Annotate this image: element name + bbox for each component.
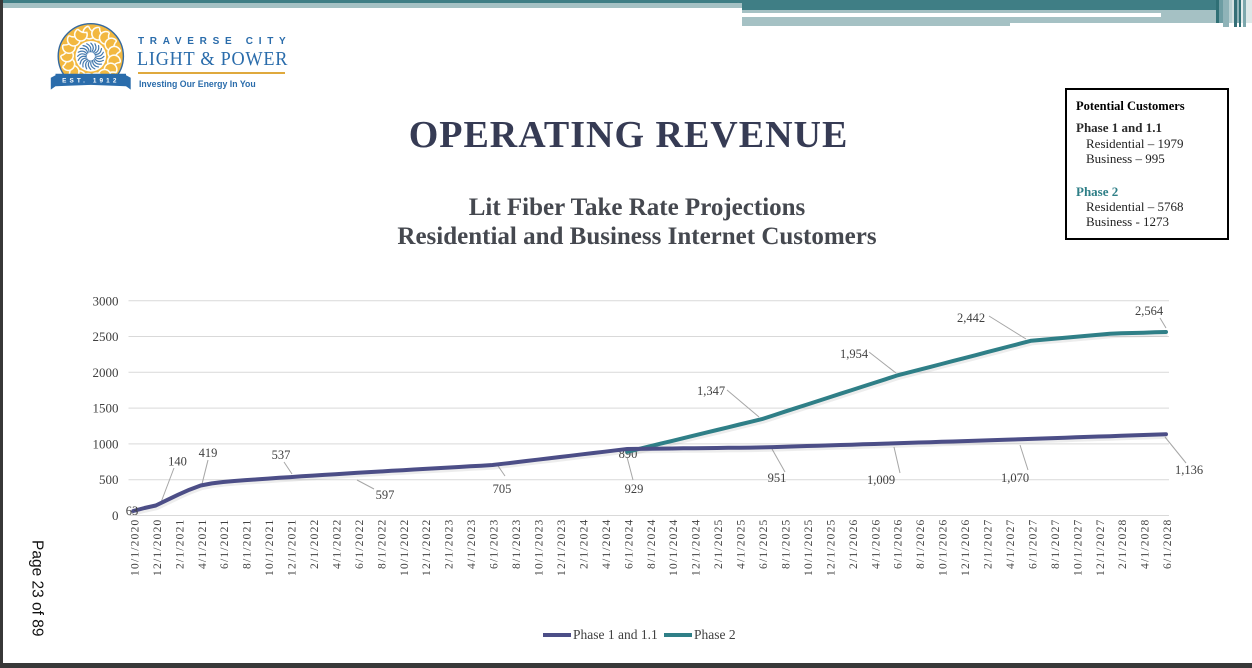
svg-text:8/1/2027: 8/1/2027	[1050, 519, 1062, 570]
svg-text:4/1/2021: 4/1/2021	[197, 519, 209, 570]
svg-text:500: 500	[99, 472, 119, 487]
svg-text:929: 929	[625, 482, 644, 496]
svg-text:12/1/2025: 12/1/2025	[825, 519, 837, 576]
svg-text:12/1/2021: 12/1/2021	[287, 519, 299, 576]
svg-text:10/1/2022: 10/1/2022	[399, 519, 411, 576]
svg-text:12/1/2023: 12/1/2023	[556, 519, 568, 576]
svg-text:4/1/2025: 4/1/2025	[736, 519, 748, 570]
svg-text:6/1/2021: 6/1/2021	[219, 519, 231, 570]
svg-text:10/1/2024: 10/1/2024	[668, 519, 680, 576]
svg-text:2/1/2025: 2/1/2025	[713, 519, 725, 570]
svg-text:2/1/2022: 2/1/2022	[309, 519, 321, 570]
svg-text:0: 0	[112, 508, 119, 523]
svg-text:12/1/2026: 12/1/2026	[960, 519, 972, 576]
svg-text:4/1/2024: 4/1/2024	[601, 519, 613, 570]
svg-text:6/1/2028: 6/1/2028	[1162, 519, 1174, 570]
svg-text:10/1/2023: 10/1/2023	[534, 519, 546, 576]
svg-text:10/1/2025: 10/1/2025	[803, 519, 815, 576]
svg-text:8/1/2024: 8/1/2024	[646, 519, 658, 570]
svg-text:4/1/2027: 4/1/2027	[1005, 519, 1017, 570]
svg-text:10/1/2026: 10/1/2026	[938, 519, 950, 576]
svg-text:705: 705	[493, 482, 512, 496]
svg-text:1500: 1500	[93, 401, 119, 416]
svg-text:8/1/2021: 8/1/2021	[242, 519, 254, 570]
svg-text:8/1/2026: 8/1/2026	[915, 519, 927, 570]
svg-text:537: 537	[272, 448, 291, 462]
svg-text:6/1/2024: 6/1/2024	[623, 519, 635, 570]
svg-text:1,136: 1,136	[1175, 463, 1203, 477]
svg-text:1,009: 1,009	[867, 473, 895, 487]
svg-text:1000: 1000	[93, 436, 119, 451]
svg-text:8/1/2025: 8/1/2025	[780, 519, 792, 570]
svg-text:EST. 1912: EST. 1912	[62, 78, 119, 85]
svg-text:4/1/2023: 4/1/2023	[466, 519, 478, 570]
svg-text:2/1/2024: 2/1/2024	[578, 519, 590, 570]
svg-text:419: 419	[199, 446, 218, 460]
svg-text:2/1/2021: 2/1/2021	[174, 519, 186, 570]
svg-text:Phase 1 and 1.1: Phase 1 and 1.1	[573, 627, 658, 642]
svg-text:4/1/2022: 4/1/2022	[332, 519, 344, 570]
svg-text:63: 63	[126, 504, 139, 518]
svg-text:2500: 2500	[93, 329, 119, 344]
svg-text:6/1/2023: 6/1/2023	[489, 519, 501, 570]
svg-text:4/1/2028: 4/1/2028	[1140, 519, 1152, 570]
svg-text:2000: 2000	[93, 365, 119, 380]
svg-text:4/1/2026: 4/1/2026	[870, 519, 882, 570]
svg-text:1,070: 1,070	[1001, 471, 1029, 485]
svg-text:6/1/2022: 6/1/2022	[354, 519, 366, 570]
svg-text:3000: 3000	[93, 293, 119, 308]
svg-text:2,564: 2,564	[1135, 304, 1164, 318]
svg-text:12/1/2024: 12/1/2024	[691, 519, 703, 576]
svg-text:6/1/2025: 6/1/2025	[758, 519, 770, 570]
svg-text:1,954: 1,954	[840, 347, 869, 361]
svg-text:2/1/2026: 2/1/2026	[848, 519, 860, 570]
svg-text:2/1/2027: 2/1/2027	[983, 519, 995, 570]
svg-text:8/1/2023: 8/1/2023	[511, 519, 523, 570]
svg-text:597: 597	[376, 488, 395, 502]
svg-text:6/1/2026: 6/1/2026	[893, 519, 905, 570]
svg-text:6/1/2027: 6/1/2027	[1027, 519, 1039, 570]
svg-text:2,442: 2,442	[957, 311, 985, 325]
svg-text:140: 140	[168, 455, 187, 469]
svg-text:2/1/2023: 2/1/2023	[444, 519, 456, 570]
svg-text:10/1/2020: 10/1/2020	[129, 519, 141, 576]
svg-text:2/1/2028: 2/1/2028	[1117, 519, 1129, 570]
svg-text:12/1/2022: 12/1/2022	[421, 519, 433, 576]
svg-text:12/1/2020: 12/1/2020	[152, 519, 164, 576]
svg-text:10/1/2021: 10/1/2021	[264, 519, 276, 576]
svg-text:12/1/2027: 12/1/2027	[1095, 519, 1107, 576]
svg-text:10/1/2027: 10/1/2027	[1072, 519, 1084, 576]
svg-text:951: 951	[768, 471, 787, 485]
svg-text:Phase 2: Phase 2	[694, 627, 736, 642]
svg-text:1,347: 1,347	[697, 384, 725, 398]
svg-text:8/1/2022: 8/1/2022	[376, 519, 388, 570]
